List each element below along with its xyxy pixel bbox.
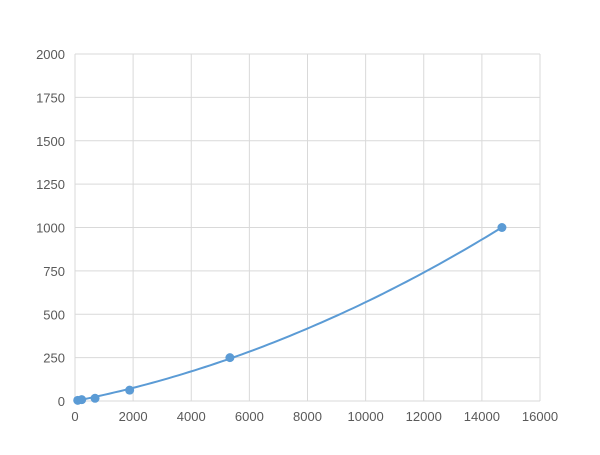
x-tick-label: 10000 (348, 409, 384, 424)
y-tick-label: 1750 (36, 90, 65, 105)
data-point (77, 395, 87, 405)
x-tick-label: 8000 (293, 409, 322, 424)
data-point (90, 393, 100, 403)
x-tick-label: 0 (71, 409, 78, 424)
trendline (77, 226, 503, 402)
x-tick-label: 6000 (235, 409, 264, 424)
y-tick-label: 250 (43, 351, 65, 366)
data-point (225, 353, 235, 363)
x-tick-label: 2000 (119, 409, 148, 424)
y-tick-label: 750 (43, 264, 65, 279)
data-point (497, 223, 507, 232)
y-tick-label: 1250 (36, 177, 65, 192)
y-tick-label: 2000 (36, 47, 65, 62)
y-tick-label: 1000 (36, 221, 65, 236)
y-tick-label: 500 (43, 307, 65, 322)
y-tick-label: 0 (58, 394, 65, 409)
x-tick-label: 14000 (464, 409, 500, 424)
x-tick-label: 12000 (406, 409, 442, 424)
x-tick-label: 4000 (177, 409, 206, 424)
data-point (125, 385, 135, 395)
y-tick-label: 1500 (36, 134, 65, 149)
x-tick-label: 16000 (522, 409, 558, 424)
